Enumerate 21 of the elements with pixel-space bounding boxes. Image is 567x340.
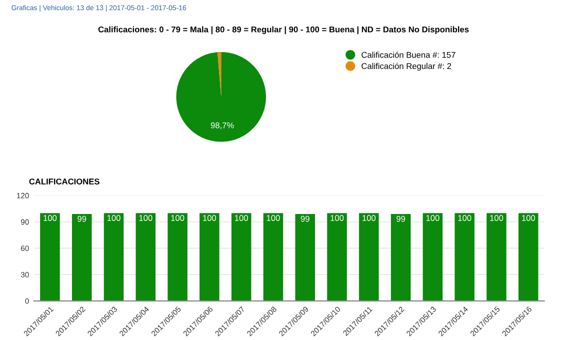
data-label: 99 (396, 216, 406, 222)
data-label: 100 (426, 215, 440, 221)
data-label: 98,7% (210, 122, 234, 130)
data-label: 100 (171, 215, 184, 221)
data-label: 100 (490, 215, 504, 221)
legend-label: Calificación Buena #: 157 (362, 52, 456, 58)
data-label: 100 (44, 215, 57, 221)
data-label: 100 (107, 215, 120, 221)
data-label: 100 (139, 215, 152, 221)
data-label: 100 (362, 215, 376, 221)
data-label: 100 (203, 215, 216, 221)
data-label: 100 (522, 215, 535, 221)
data-label: 99 (300, 216, 310, 222)
data-label: 100 (330, 215, 344, 221)
chart-title: Calificaciones: 0 - 79 = Mala | 80 - 89 = Regular | 90 - 100 = Buena | ND = Datos No Disponibles (98, 26, 469, 34)
data-label: 100 (458, 215, 472, 221)
chart-title: CALIFICACIONES (29, 178, 100, 184)
data-label: 100 (266, 215, 280, 221)
legend-label: Calificación Regular #: 2 (362, 62, 452, 71)
data-label: 99 (78, 216, 86, 222)
data-label: 100 (235, 215, 248, 221)
